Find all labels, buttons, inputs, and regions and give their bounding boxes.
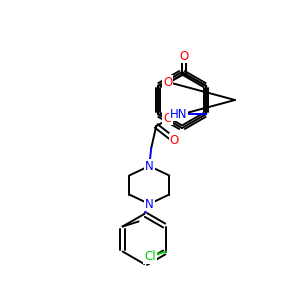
Text: HN: HN (169, 107, 187, 121)
Text: N: N (145, 197, 154, 211)
Text: N: N (145, 160, 154, 172)
Text: O: O (163, 112, 172, 124)
Text: O: O (169, 134, 179, 146)
Text: Cl: Cl (144, 250, 156, 263)
Text: O: O (163, 76, 172, 88)
Text: O: O (180, 50, 189, 62)
